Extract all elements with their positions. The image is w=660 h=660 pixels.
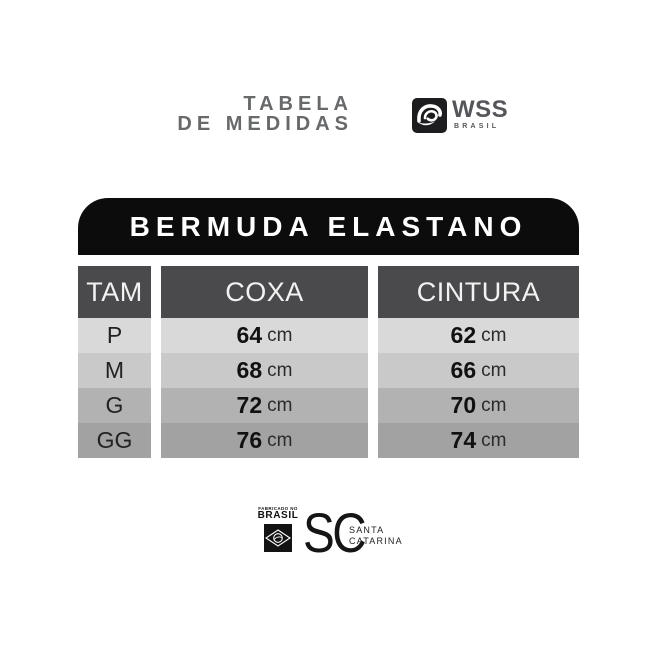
sc-state-line1: SANTA	[349, 525, 385, 535]
size-label-g: G	[78, 388, 151, 423]
coxa-value-gg: 76 cm	[161, 423, 368, 458]
page-title: TABELA DE MEDIDAS	[0, 94, 353, 134]
measure-unit: cm	[481, 324, 507, 346]
measure-number: 66	[450, 357, 477, 383]
measure-number: 68	[236, 357, 263, 383]
measure-number: 72	[236, 392, 263, 418]
measure-unit: cm	[481, 429, 507, 451]
cintura-value-m: 66 cm	[378, 353, 579, 388]
coxa-value-m: 68 cm	[161, 353, 368, 388]
brazil-flag-icon	[264, 524, 292, 552]
measure-unit: cm	[481, 359, 507, 381]
measure-unit: cm	[481, 394, 507, 416]
product-banner: BERMUDA ELASTANO	[78, 198, 579, 255]
sc-state-name: SANTA CATARINA	[349, 525, 403, 546]
size-label-m: M	[78, 353, 151, 388]
brand-name: WSS	[452, 96, 509, 123]
cintura-value-g: 70 cm	[378, 388, 579, 423]
measure-unit: cm	[267, 394, 293, 416]
column-header-cintura: CINTURA	[378, 266, 579, 318]
measure-number: 74	[450, 427, 477, 453]
made-in-line1: FABRICADO NO	[258, 506, 298, 511]
wss-brand-logo: WSS BRASIL	[412, 98, 508, 133]
measure-number: 64	[236, 322, 263, 348]
column-header-coxa: COXA	[161, 266, 368, 318]
measure-unit: cm	[267, 359, 293, 381]
cintura-value-p: 62 cm	[378, 318, 579, 353]
sc-abbreviation: SC	[303, 501, 367, 564]
coxa-value-g: 72 cm	[161, 388, 368, 423]
coxa-value-p: 64 cm	[161, 318, 368, 353]
size-label-gg: GG	[78, 423, 151, 458]
measure-unit: cm	[267, 429, 293, 451]
size-label-p: P	[78, 318, 151, 353]
brand-country: BRASIL	[454, 123, 500, 130]
sc-state-line2: CATARINA	[349, 535, 403, 546]
made-in-brazil-logo: FABRICADO NO BRASIL	[248, 506, 308, 552]
brand-text: WSS BRASIL	[452, 96, 509, 131]
measure-number: 76	[236, 427, 263, 453]
size-table: TAM COXA CINTURA P 64 cm 62 cm M 68 cm 6…	[78, 266, 579, 458]
page-title-line1: TABELA	[243, 93, 353, 115]
cintura-value-gg: 74 cm	[378, 423, 579, 458]
wave-icon	[412, 98, 447, 133]
page-title-line2: DE MEDIDAS	[177, 113, 353, 135]
measure-number: 70	[450, 392, 477, 418]
column-header-tam: TAM	[78, 266, 151, 318]
measure-number: 62	[450, 322, 477, 348]
santa-catarina-logo: SC SANTA CATARINA	[303, 501, 413, 564]
measure-unit: cm	[267, 324, 293, 346]
made-in-line2: BRASIL	[257, 510, 299, 521]
